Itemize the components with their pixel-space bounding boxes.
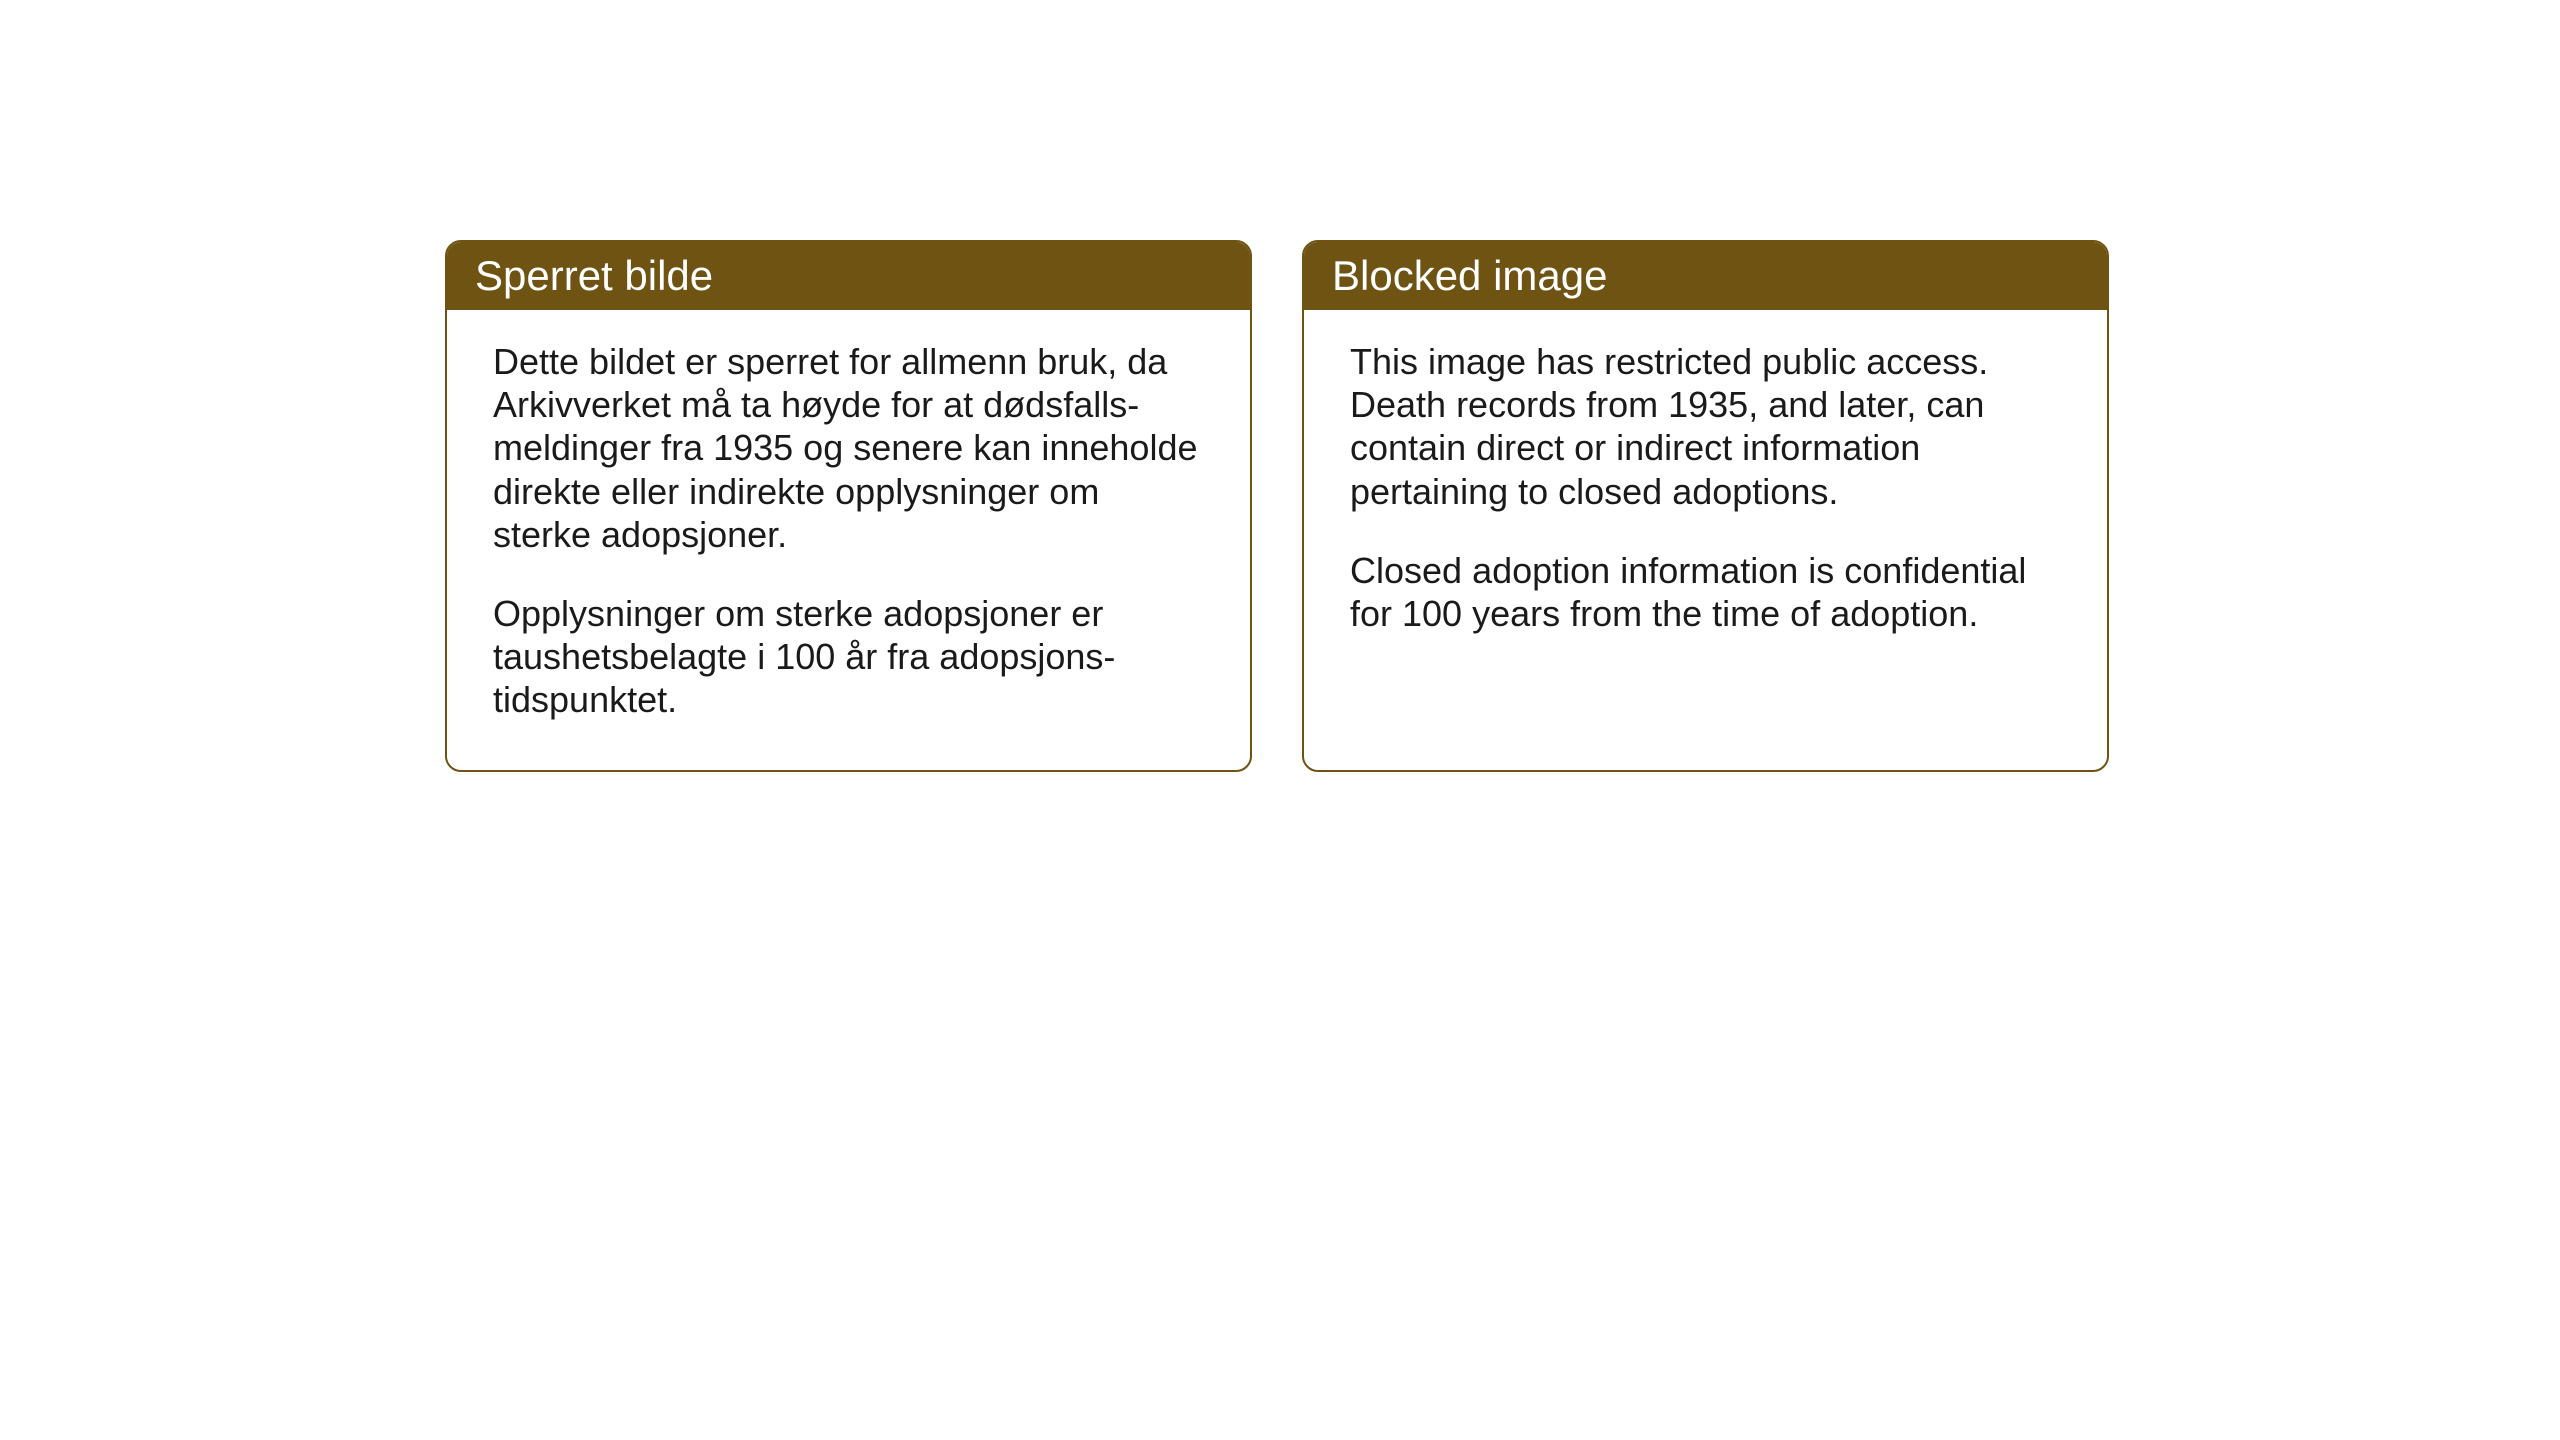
card-title: Sperret bilde <box>475 252 713 299</box>
notice-card-english: Blocked image This image has restricted … <box>1302 240 2109 772</box>
card-body-norwegian: Dette bildet er sperret for allmenn bruk… <box>447 310 1250 770</box>
card-header-english: Blocked image <box>1304 242 2107 310</box>
card-paragraph-2: Opplysninger om sterke adopsjoner er tau… <box>493 592 1204 722</box>
card-paragraph-1: Dette bildet er sperret for allmenn bruk… <box>493 340 1204 556</box>
card-paragraph-2: Closed adoption information is confident… <box>1350 549 2061 635</box>
card-body-english: This image has restricted public access.… <box>1304 310 2107 683</box>
card-paragraph-1: This image has restricted public access.… <box>1350 340 2061 513</box>
notice-card-norwegian: Sperret bilde Dette bildet er sperret fo… <box>445 240 1252 772</box>
notice-container: Sperret bilde Dette bildet er sperret fo… <box>445 240 2109 772</box>
card-title: Blocked image <box>1332 252 1607 299</box>
card-header-norwegian: Sperret bilde <box>447 242 1250 310</box>
